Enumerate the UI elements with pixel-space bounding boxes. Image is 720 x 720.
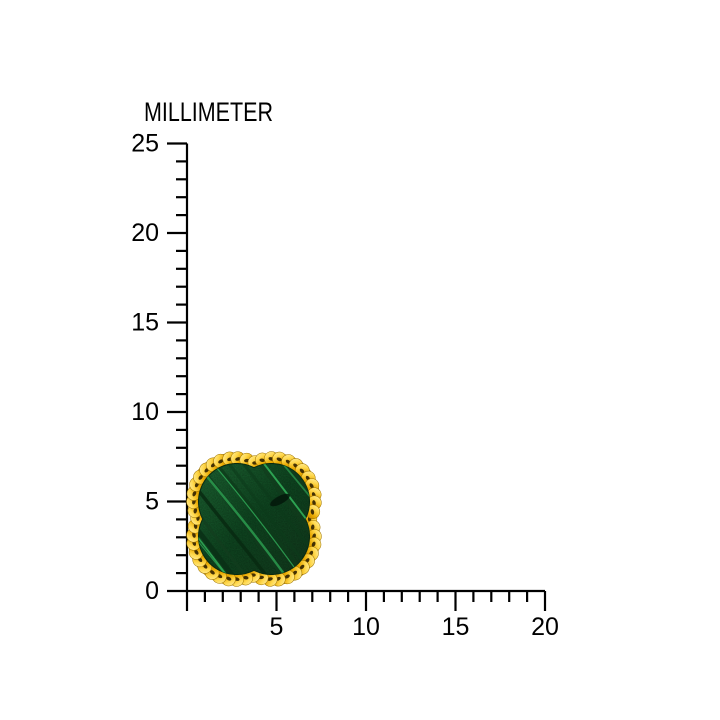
svg-text:10: 10	[352, 613, 380, 641]
svg-text:15: 15	[131, 309, 159, 337]
svg-text:0: 0	[145, 577, 159, 605]
svg-text:5: 5	[270, 613, 284, 641]
svg-text:15: 15	[442, 613, 470, 641]
svg-text:25: 25	[131, 130, 159, 158]
svg-text:5: 5	[145, 488, 159, 516]
svg-text:20: 20	[531, 613, 559, 641]
svg-text:20: 20	[131, 219, 159, 247]
svg-text:MILLIMETER: MILLIMETER	[144, 97, 273, 127]
svg-text:10: 10	[131, 398, 159, 426]
